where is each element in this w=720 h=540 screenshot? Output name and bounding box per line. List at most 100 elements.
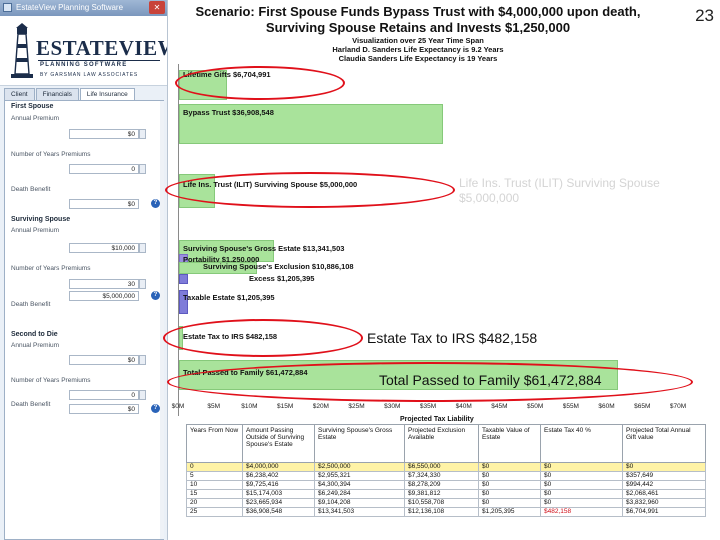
- first-spouse-benefit-input[interactable]: $0: [69, 199, 139, 209]
- table-cell: $10,558,708: [404, 498, 479, 508]
- close-button[interactable]: ✕: [149, 1, 165, 14]
- table-row: 5 $6,238,402 $2,955,321 $7,324,330 $0 $0 $357,…: [186, 471, 706, 481]
- second-to-die-benefit-input[interactable]: $0: [69, 404, 139, 414]
- estate-tax-highlight: [163, 319, 363, 357]
- table-cell: $0: [540, 471, 623, 481]
- table-cell: $0: [540, 498, 623, 508]
- first-spouse-heading: First Spouse: [11, 103, 54, 110]
- bar-label: Portability $1,250,000: [183, 255, 260, 264]
- second-to-die-years-label: Number of Years Premiums: [11, 377, 91, 384]
- table-row: 25 $36,908,548 $13,341,503 $12,136,108 $1,20…: [186, 507, 706, 517]
- scenario-title-line-2: Surviving Spouse Retains and Invests $1,…: [265, 20, 571, 35]
- table-cell: $0: [540, 480, 623, 490]
- tab-financials[interactable]: Financials: [35, 88, 79, 100]
- surviving-spouse-premium-input[interactable]: $10,000: [69, 243, 139, 253]
- table-cell: $23,665,934: [242, 498, 315, 508]
- surviving-spouse-years-input[interactable]: 30: [69, 279, 139, 289]
- logo-wordmark: ESTATEVIEW: [36, 36, 168, 60]
- help-icon[interactable]: ?: [151, 199, 160, 208]
- first-spouse-years-input[interactable]: 0: [69, 164, 139, 174]
- lifetime-gifts-highlight: [175, 66, 345, 100]
- first-spouse-premium-label: Annual Premium: [11, 115, 60, 122]
- table-cell: $0: [478, 462, 541, 472]
- x-tick-label: $45M: [491, 403, 508, 410]
- table-cell: $2,955,321: [314, 471, 405, 481]
- table-cell: 5: [186, 471, 243, 481]
- column-header: Surviving Spouse's Gross Estate: [314, 424, 405, 463]
- form-scrollbar[interactable]: [160, 101, 164, 539]
- projected-tax-table: Years From Now Amount Passing Outside of…: [186, 424, 706, 517]
- x-tick-label: $20M: [312, 403, 329, 410]
- bar-label: Excess $1,205,395: [249, 274, 315, 283]
- tab-life-insurance[interactable]: Life Insurance: [79, 88, 135, 100]
- x-tick-label: $60M: [598, 403, 615, 410]
- help-icon[interactable]: ?: [151, 291, 160, 300]
- estate-tax-annotation: Estate Tax to IRS $482,158: [367, 330, 538, 346]
- tab-client[interactable]: Client: [4, 88, 35, 100]
- x-tick-label: $25M: [348, 403, 365, 410]
- surviving-spouse-premium-spinner[interactable]: [139, 243, 146, 253]
- table-cell: $0: [478, 480, 541, 490]
- x-tick-label: $5M: [207, 403, 221, 410]
- table-cell: $1,205,395: [478, 507, 541, 517]
- bar-label: Bypass Trust $36,908,548: [183, 108, 274, 117]
- table-cell: $6,550,000: [404, 462, 479, 472]
- chart-bar: [179, 290, 188, 314]
- table-cell: $0: [540, 462, 623, 472]
- x-tick-label: $15M: [277, 403, 294, 410]
- chart-bar: [179, 240, 275, 262]
- table-row: 20 $23,665,934 $9,104,208 $10,558,708 $0 $0 $3…: [186, 498, 706, 508]
- first-spouse-premium-spinner[interactable]: [139, 129, 146, 139]
- logo-subtitle: PLANNING SOFTWARE: [40, 62, 128, 68]
- table-cell: $994,442: [622, 480, 706, 490]
- second-to-die-premium-input[interactable]: $0: [69, 355, 139, 365]
- table-cell: 20: [186, 498, 243, 508]
- x-tick-label: $50M: [527, 403, 544, 410]
- table-cell: $357,649: [622, 471, 706, 481]
- second-to-die-premium-spinner[interactable]: [139, 355, 146, 365]
- table-cell: 25: [186, 507, 243, 517]
- first-spouse-premium-input[interactable]: $0: [69, 129, 139, 139]
- scenario-title-line-1: Scenario: First Spouse Funds Bypass Trus…: [195, 4, 641, 19]
- surviving-spouse-years-spinner[interactable]: [139, 279, 146, 289]
- table-cell: $0: [478, 489, 541, 499]
- table-cell: $0: [622, 462, 706, 472]
- table-cell: $36,908,548: [242, 507, 315, 517]
- table-cell: $9,104,208: [314, 498, 405, 508]
- surviving-spouse-years-label: Number of Years Premiums: [11, 265, 91, 272]
- column-header: Projected Total Annual Gift value: [622, 424, 706, 463]
- first-spouse-years-spinner[interactable]: [139, 164, 146, 174]
- table-cell: 10: [186, 480, 243, 490]
- table-cell: $482,158: [540, 507, 623, 517]
- x-tick-label: $55M: [562, 403, 579, 410]
- life-insurance-form: First Spouse Annual Premium $0 Number of…: [4, 100, 164, 540]
- lighthouse-icon: [11, 23, 33, 78]
- chart-bar: [179, 274, 188, 284]
- second-to-die-heading: Second to Die: [11, 331, 58, 338]
- total-passed-highlight: [167, 362, 693, 402]
- x-tick-label: $70M: [669, 403, 687, 410]
- app-panel: EstateView Planning Software ✕ ESTATEVIE…: [0, 0, 168, 540]
- chart-bar: [179, 104, 443, 144]
- surviving-spouse-benefit-input[interactable]: $5,000,000: [69, 291, 139, 301]
- table-header-row: Years From Now Amount Passing Outside of…: [186, 424, 706, 463]
- table-cell: $8,278,209: [404, 480, 479, 490]
- scenario-subtitle-2: Harland D. Sanders Life Expectancy is 9.…: [332, 45, 504, 54]
- help-icon[interactable]: ?: [151, 404, 160, 413]
- bar-label: Taxable Estate $1,205,395: [183, 293, 275, 302]
- chart-bar: [179, 262, 257, 274]
- table-cell: $0: [478, 498, 541, 508]
- second-to-die-years-input[interactable]: 0: [69, 390, 139, 400]
- second-to-die-years-spinner[interactable]: [139, 390, 146, 400]
- scenario-subtitle-1: Visualization over 25 Year Time Span: [352, 36, 484, 45]
- x-tick-label: $10M: [241, 403, 258, 410]
- estateview-logo: ESTATEVIEW PLANNING SOFTWARE BY GARSMAN …: [0, 16, 168, 86]
- table-cell: $13,341,503: [314, 507, 405, 517]
- table-cell: $3,832,960: [622, 498, 706, 508]
- x-tick-label: $0M: [171, 403, 185, 410]
- second-to-die-premium-label: Annual Premium: [11, 342, 60, 349]
- second-to-die-benefit-label: Death Benefit: [11, 401, 51, 408]
- table-cell: $6,249,284: [314, 489, 405, 499]
- first-spouse-benefit-label: Death Benefit: [11, 186, 51, 193]
- bar-label: Surviving Spouse's Exclusion $10,886,108: [203, 262, 354, 271]
